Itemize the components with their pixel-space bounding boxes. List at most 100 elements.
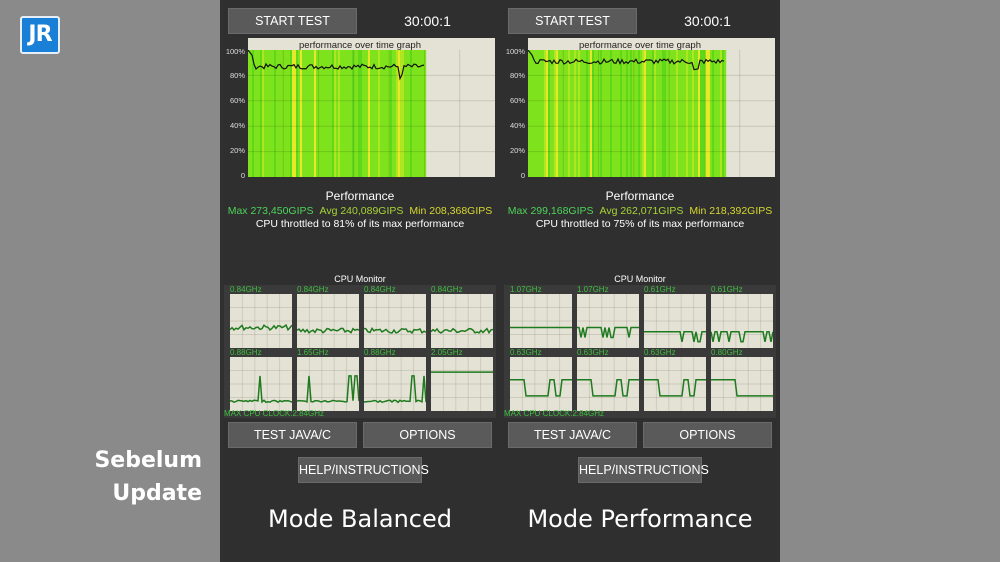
stat-max: Max 273,450GIPS <box>227 205 314 217</box>
y-tick-80: 80% <box>229 71 245 80</box>
throughput-bar <box>416 50 419 177</box>
throughput-bar <box>622 50 625 177</box>
mode-label: Mode Performance <box>527 505 753 533</box>
throughput-bar <box>398 50 401 177</box>
throughput-bar <box>566 50 569 177</box>
throughput-bar <box>708 50 711 177</box>
help-instructions-button[interactable]: HELP/INSTRUCTIONS <box>298 457 429 483</box>
core-frequency-label: 0.63GHz <box>510 348 542 357</box>
throughput-bar <box>282 50 285 177</box>
throughput-bar <box>572 50 575 177</box>
throughput-bars <box>248 50 427 177</box>
cpu-core-graph <box>577 294 639 348</box>
throughput-bar <box>342 50 345 177</box>
y-tick-60: 60% <box>229 96 245 105</box>
throughput-bar <box>612 50 615 177</box>
throughput-bar <box>318 50 321 177</box>
y-tick-40: 40% <box>509 121 525 130</box>
throughput-bar <box>534 50 537 177</box>
throughput-bar <box>676 50 679 177</box>
cpu-core-graph <box>710 294 774 348</box>
throughput-bar <box>288 50 291 177</box>
cpu-monitor: 1.07GHz 1.07GHz 0.61GHz 0.61GHz 0.63GHz 0.63G… <box>504 285 776 418</box>
throughput-bar <box>272 50 275 177</box>
throughput-bar <box>388 50 391 177</box>
core-usage-line <box>577 326 639 339</box>
throughput-bar <box>418 50 421 177</box>
throughput-bar <box>412 50 415 177</box>
throughput-bar <box>594 50 597 177</box>
core-frequency-label: 0.63GHz <box>577 348 609 357</box>
throughput-bar <box>340 50 343 177</box>
core-usage-line <box>364 375 427 404</box>
throughput-bar <box>588 50 591 177</box>
start-test-button[interactable]: START TEST <box>228 8 357 34</box>
throughput-bar <box>376 50 379 177</box>
throughput-bar <box>338 50 341 177</box>
core-usage-line <box>510 378 572 397</box>
options-button[interactable]: OPTIONS <box>643 422 772 448</box>
core-usage-line <box>711 378 773 397</box>
throughput-bar <box>616 50 619 177</box>
throughput-bar <box>380 50 383 177</box>
throughput-bar <box>574 50 577 177</box>
core-usage-line <box>363 327 427 335</box>
cpu-core-graph <box>431 357 493 411</box>
throughput-bar <box>396 50 399 177</box>
test-timer: 30:00:1 <box>684 13 731 29</box>
throughput-bar <box>558 50 561 177</box>
throughput-bar <box>410 50 413 177</box>
throughput-bar <box>606 50 609 177</box>
throughput-bar <box>714 50 717 177</box>
throughput-bar <box>660 50 663 177</box>
throughput-bar <box>344 50 347 177</box>
y-tick-20: 20% <box>229 146 245 155</box>
performance-line <box>528 50 725 71</box>
core-usage-line <box>229 323 293 332</box>
throughput-bar <box>682 50 685 177</box>
throughput-bar <box>404 50 407 177</box>
graph-header-area <box>528 38 775 50</box>
help-instructions-button[interactable]: HELP/INSTRUCTIONS <box>578 457 709 483</box>
cpu-core-graph <box>644 294 706 348</box>
throughput-bar <box>646 50 649 177</box>
throughput-bar <box>296 50 299 177</box>
throughput-bar <box>604 50 607 177</box>
throughput-bar <box>704 50 707 177</box>
throughput-bar <box>424 50 427 177</box>
performance-line <box>248 50 425 81</box>
throughput-bar <box>256 50 259 177</box>
throughput-bar <box>326 50 329 177</box>
core-frequency-label: 0.63GHz <box>644 348 676 357</box>
throughput-bar <box>556 50 559 177</box>
core-frequency-label: 0.61GHz <box>711 285 743 294</box>
throughput-bar <box>706 50 709 177</box>
throughput-bar <box>332 50 335 177</box>
throughput-bar <box>284 50 287 177</box>
test-java-c-button[interactable]: TEST JAVA/C <box>508 422 637 448</box>
start-test-button[interactable]: START TEST <box>508 8 637 34</box>
throughput-bar <box>316 50 319 177</box>
options-button[interactable]: OPTIONS <box>363 422 492 448</box>
throughput-bar <box>656 50 659 177</box>
test-java-c-button[interactable]: TEST JAVA/C <box>228 422 357 448</box>
cpu-core-graph <box>577 357 639 411</box>
cpu-core-graph <box>711 357 773 411</box>
throughput-bar <box>274 50 277 177</box>
throughput-bar <box>614 50 617 177</box>
cpu-core-graph <box>363 294 427 348</box>
performance-graph <box>528 50 775 177</box>
throughput-bar <box>304 50 307 177</box>
throughput-bar <box>610 50 613 177</box>
throughput-bar <box>250 50 253 177</box>
throughput-bar <box>618 50 621 177</box>
throughput-bar <box>634 50 637 177</box>
throughput-bar <box>640 50 643 177</box>
stat-min: Min 218,392GIPS <box>689 205 773 217</box>
cpu-core-graph <box>510 294 572 348</box>
throughput-bar <box>290 50 293 177</box>
throughput-bar <box>248 50 251 177</box>
throughput-bar <box>664 50 667 177</box>
throughput-bar <box>532 50 535 177</box>
graph-title: performance over time graph <box>579 40 701 51</box>
